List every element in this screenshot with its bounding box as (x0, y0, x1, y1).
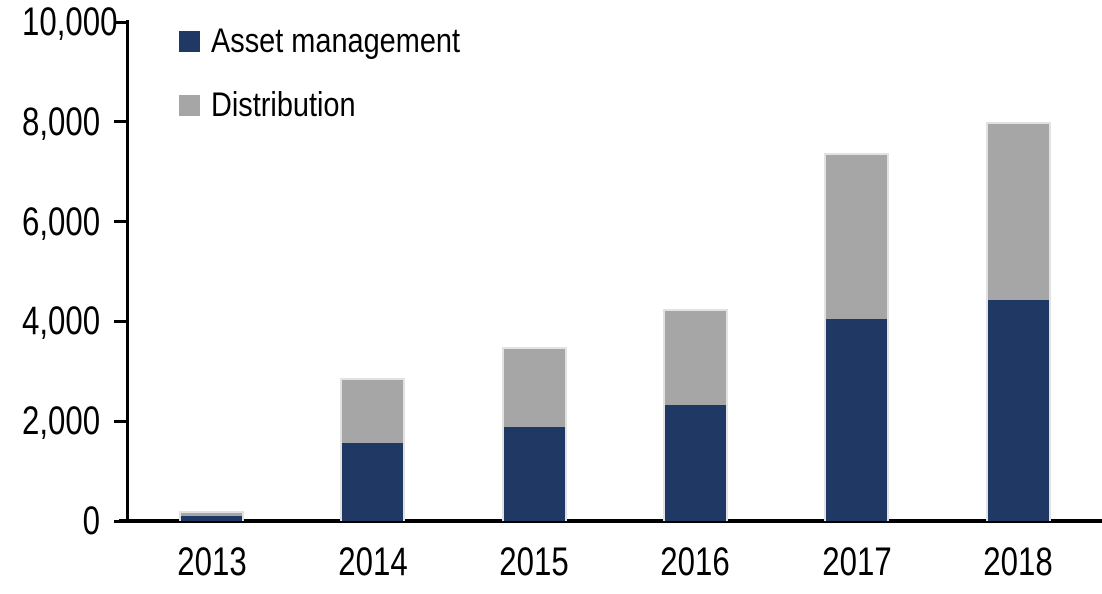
bar-segment-distribution-2016 (664, 311, 726, 406)
x-axis-label-2018: 2018 (983, 540, 1053, 584)
x-axis-line (119, 519, 1102, 523)
y-axis-label-8,000: 8,000 (22, 99, 101, 144)
bar-segment-asset-management-2013 (181, 516, 242, 521)
y-axis-label-6,000: 6,000 (22, 199, 101, 244)
bar-segment-asset-management-2018 (987, 300, 1049, 521)
x-axis-label-2014: 2014 (338, 540, 408, 584)
bar-segment-asset-management-2017 (826, 318, 888, 521)
y-axis-label-0: 0 (82, 499, 100, 543)
bar-segment-distribution-2018 (987, 124, 1049, 301)
y-tick-mark-4,000 (114, 319, 126, 323)
y-axis-label-10,000: 10,000 (22, 0, 118, 44)
bar-segment-distribution-2013 (181, 512, 242, 516)
bar-segment-asset-management-2016 (664, 405, 726, 521)
y-tick-mark-2,000 (114, 419, 126, 423)
y-tick-mark-10,000 (114, 20, 126, 24)
y-tick-mark-6,000 (114, 220, 126, 224)
x-axis-label-2017: 2017 (821, 540, 892, 584)
y-tick-mark-8,000 (114, 120, 126, 124)
bar-segment-asset-management-2015 (503, 426, 565, 521)
legend-label-distribution: Distribution (211, 86, 356, 124)
y-axis-label-4,000: 4,000 (22, 299, 101, 344)
bar-2016 (662, 309, 728, 521)
bar-2013 (179, 510, 244, 521)
bar-2017 (824, 153, 890, 521)
legend-label-asset-management: Asset management (211, 22, 460, 60)
x-axis-label-2015: 2015 (499, 540, 569, 584)
bar-segment-distribution-2014 (342, 380, 404, 444)
bar-2018 (985, 122, 1051, 521)
y-axis-label-2,000: 2,000 (22, 399, 101, 444)
y-axis-line (126, 20, 129, 523)
y-tick-mark-0 (114, 519, 126, 523)
legend-swatch-asset-management-icon (179, 30, 200, 52)
legend-item-distribution: Distribution (179, 88, 504, 122)
bar-2015 (501, 347, 567, 521)
bar-2014 (340, 378, 406, 521)
x-axis-label-2013: 2013 (176, 540, 247, 584)
x-axis-label-2016: 2016 (660, 540, 731, 584)
legend: Asset management Distribution (179, 24, 504, 152)
legend-swatch-distribution-icon (179, 94, 200, 116)
bar-segment-distribution-2017 (826, 155, 888, 319)
bar-segment-distribution-2015 (503, 349, 565, 427)
bar-segment-asset-management-2014 (342, 443, 404, 521)
legend-item-asset-management: Asset management (179, 24, 504, 58)
